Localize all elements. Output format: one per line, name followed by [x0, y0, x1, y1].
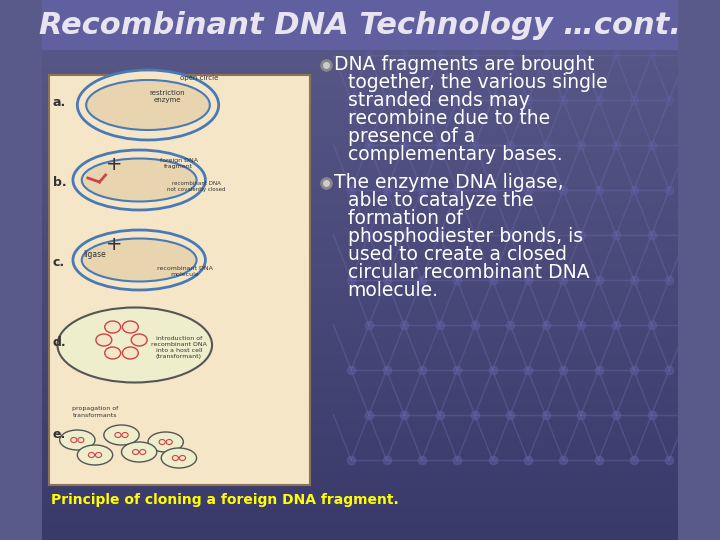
Ellipse shape [115, 433, 121, 437]
Ellipse shape [89, 453, 94, 457]
Text: open circle: open circle [180, 75, 218, 81]
Ellipse shape [82, 159, 197, 201]
Text: molecule.: molecule. [348, 281, 438, 300]
Ellipse shape [159, 440, 165, 444]
Ellipse shape [96, 334, 112, 346]
Text: circular recombinant DNA: circular recombinant DNA [348, 264, 589, 282]
Text: stranded ends may: stranded ends may [348, 91, 529, 111]
Text: presence of a: presence of a [348, 127, 475, 146]
Ellipse shape [172, 456, 179, 461]
Ellipse shape [73, 150, 205, 210]
Text: used to create a closed: used to create a closed [348, 246, 567, 265]
Ellipse shape [132, 449, 139, 455]
Text: recombine due to the: recombine due to the [348, 110, 550, 129]
Text: b.: b. [53, 176, 66, 188]
Text: restriction: restriction [150, 90, 185, 96]
Text: recombinant DNA: recombinant DNA [151, 342, 207, 347]
Text: Recombinant DNA Technology …cont.: Recombinant DNA Technology …cont. [39, 10, 681, 39]
Text: together, the various single: together, the various single [348, 73, 607, 92]
Text: a.: a. [53, 97, 66, 110]
Ellipse shape [71, 437, 77, 442]
Text: foreign DNA: foreign DNA [160, 158, 198, 163]
Ellipse shape [140, 449, 145, 455]
Text: (transformant): (transformant) [156, 354, 202, 359]
Ellipse shape [122, 347, 138, 359]
Text: +: + [106, 235, 122, 254]
Text: recombinant DNA: recombinant DNA [157, 266, 213, 271]
Ellipse shape [104, 321, 121, 333]
Ellipse shape [96, 453, 102, 457]
Text: able to catalyze the: able to catalyze the [348, 192, 534, 211]
Text: ligase: ligase [84, 250, 107, 259]
Ellipse shape [60, 430, 95, 450]
Ellipse shape [122, 442, 157, 462]
Text: molecule: molecule [171, 272, 199, 277]
Ellipse shape [104, 425, 139, 445]
Text: transformants: transformants [73, 413, 117, 418]
Text: d.: d. [53, 335, 66, 348]
Text: propagation of: propagation of [72, 406, 118, 411]
Ellipse shape [78, 437, 84, 442]
Ellipse shape [73, 230, 205, 290]
Text: introduction of: introduction of [156, 336, 202, 341]
Text: fragment: fragment [164, 164, 194, 169]
Ellipse shape [77, 70, 219, 140]
Text: complementary bases.: complementary bases. [348, 145, 562, 165]
Text: recombinant DNA: recombinant DNA [172, 181, 221, 186]
Ellipse shape [122, 321, 138, 333]
Text: The enzyme DNA ligase,: The enzyme DNA ligase, [333, 173, 563, 192]
Ellipse shape [82, 239, 197, 281]
Ellipse shape [122, 433, 128, 437]
Ellipse shape [104, 347, 121, 359]
Text: formation of: formation of [348, 210, 462, 228]
Ellipse shape [148, 432, 184, 452]
Text: +: + [106, 155, 122, 174]
Text: DNA fragments are brought: DNA fragments are brought [333, 56, 594, 75]
Text: phosphodiester bonds, is: phosphodiester bonds, is [348, 227, 582, 246]
Text: enzyme: enzyme [153, 97, 181, 103]
Ellipse shape [166, 440, 172, 444]
Ellipse shape [77, 445, 112, 465]
Text: not covalently closed: not covalently closed [167, 187, 226, 192]
Ellipse shape [161, 448, 197, 468]
Ellipse shape [58, 307, 212, 382]
Text: c.: c. [53, 255, 65, 268]
Ellipse shape [179, 456, 186, 461]
Text: e.: e. [53, 429, 66, 442]
Text: into a host cell: into a host cell [156, 348, 202, 353]
Text: Principle of cloning a foreign DNA fragment.: Principle of cloning a foreign DNA fragm… [51, 493, 399, 507]
FancyBboxPatch shape [49, 75, 310, 485]
Ellipse shape [131, 334, 147, 346]
Ellipse shape [86, 80, 210, 130]
FancyBboxPatch shape [42, 0, 678, 50]
